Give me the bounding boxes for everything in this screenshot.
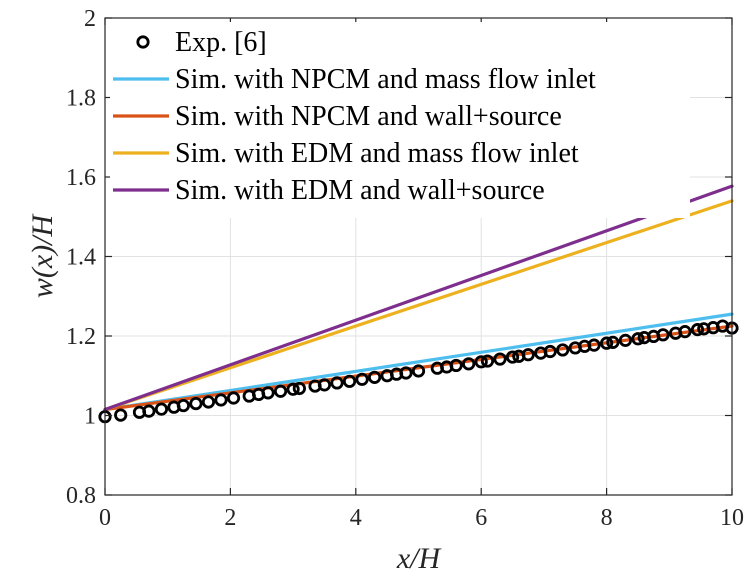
exp-marker	[154, 402, 169, 416]
exp-marker	[114, 408, 128, 422]
exp-marker	[587, 338, 601, 352]
legend-background	[110, 22, 690, 218]
y-tick-label: 0.8	[66, 483, 96, 509]
exp-marker	[678, 325, 692, 339]
legend: Exp. [6] Sim. with NPCM and mass flow inl…	[110, 22, 690, 218]
x-tick-label: 0	[99, 505, 111, 531]
exp-marker	[505, 350, 520, 364]
exp-marker	[226, 391, 241, 405]
x-tick-label: 4	[350, 505, 362, 531]
exp-marker	[462, 357, 476, 371]
series-line-4	[103, 184, 734, 412]
y-tick-label: 1.2	[66, 324, 96, 350]
exp-marker	[355, 372, 369, 386]
exp-marker	[286, 382, 300, 396]
exp-marker	[399, 366, 413, 380]
exp-marker	[176, 398, 190, 413]
exp-marker	[330, 376, 344, 390]
y-tick-label: 1.6	[66, 165, 96, 191]
exp-marker	[690, 323, 705, 337]
legend-marker-exp	[136, 35, 150, 49]
exp-marker	[368, 370, 382, 384]
legend-label-0: Exp. [6]	[175, 27, 267, 58]
exp-marker	[493, 352, 507, 366]
exp-marker	[556, 343, 570, 357]
x-tick-labels: 0 2 4 6 8 10	[99, 505, 744, 531]
x-axis-label: x/H	[396, 542, 443, 575]
exp-marker	[411, 364, 426, 378]
exp-marker	[261, 386, 275, 400]
y-tick-label: 1.8	[66, 86, 96, 112]
exp-marker	[606, 335, 620, 349]
exp-marker	[189, 396, 203, 411]
legend-label-1: Sim. with NPCM and mass flow inlet	[175, 64, 596, 95]
legend-label-3: Sim. with EDM and mass flow inlet	[175, 138, 579, 169]
exp-marker	[656, 328, 670, 342]
x-tick-label: 10	[720, 505, 744, 531]
exp-marker	[342, 374, 357, 388]
x-tick-label: 8	[601, 505, 613, 531]
exp-marker	[631, 332, 645, 346]
exp-marker	[480, 354, 495, 368]
exp-marker	[292, 381, 306, 396]
y-tick-label: 1	[84, 404, 96, 430]
series-line-1	[103, 312, 734, 412]
legend-label-4: Sim. with EDM and wall+source	[175, 175, 545, 206]
legend-label-2: Sim. with NPCM and wall+source	[175, 101, 562, 132]
exp-marker	[449, 358, 463, 373]
exp-marker	[201, 395, 216, 409]
y-axis-label: w(x)/H	[26, 213, 59, 299]
exp-marker	[317, 378, 332, 392]
exp-marker	[599, 336, 614, 350]
exp-marker	[214, 393, 228, 407]
x-tick-label: 2	[224, 505, 236, 531]
experimental-markers	[98, 319, 739, 424]
series-line-3	[103, 199, 734, 412]
exp-marker	[474, 355, 488, 369]
exp-marker	[521, 348, 535, 362]
exp-marker	[273, 384, 288, 398]
y-tick-label: 1.4	[66, 245, 96, 271]
y-tick-label: 2	[84, 6, 96, 32]
legend-entries: Exp. [6] Sim. with NPCM and mass flow inl…	[113, 27, 596, 206]
exp-marker	[543, 344, 557, 359]
exp-marker	[142, 404, 156, 418]
y-tick-labels: 0.8 1 1.2 1.4 1.6 1.8 2	[66, 6, 96, 509]
x-tick-label: 6	[475, 505, 487, 531]
exp-marker	[618, 333, 633, 347]
